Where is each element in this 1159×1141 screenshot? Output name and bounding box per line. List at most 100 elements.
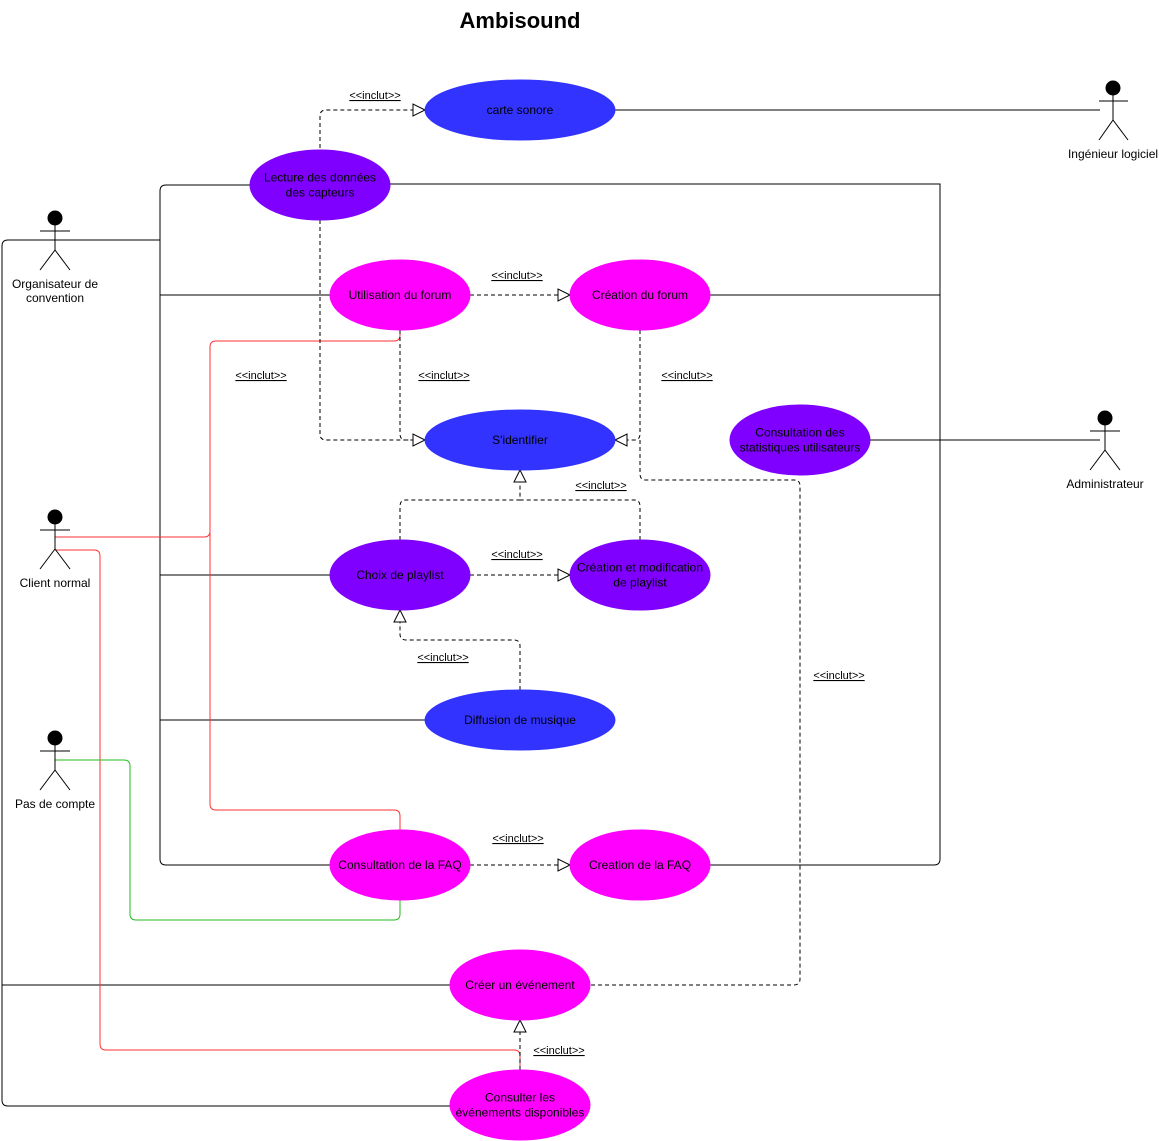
usecase-creation-forum[interactable]: Création du forum [569,259,711,331]
usecase-label: de playlist [613,576,667,590]
actor-label: Administrateur [1066,477,1143,491]
assoc-org-left [1,239,450,1107]
arrowhead-creation-faq [557,858,572,872]
actor-figure-icon [39,210,71,271]
actor-figure-icon [1089,410,1121,471]
usecase-creation-faq[interactable]: Creation de la FAQ [569,829,711,901]
incl-label-playlist: <<inclut>> [491,549,542,561]
incl-label-evenements: <<inclut>> [533,1045,584,1057]
actor-client-normal[interactable]: Client normal [20,509,91,590]
usecase-creer-evenement[interactable]: Créer un événement [449,949,591,1021]
incl-stats-path [590,440,801,986]
usecase-label: carte sonore [487,103,554,117]
usecase-carte-sonore[interactable]: carte sonore [424,79,616,141]
usecase-label: des capteurs [286,186,355,200]
actor-figure-icon [39,730,71,791]
usecase-label: Choix de playlist [356,568,444,582]
incl-playlist-identifier [399,482,521,540]
actor-figure-icon [1098,80,1129,141]
usecase-ellipse [729,404,871,476]
actor-label: Ingénieur logiciel [1068,147,1158,161]
incl-label-right: <<inclut>> [661,370,712,382]
usecase-label: Consulter les [485,1091,555,1105]
usecase-ellipse [569,259,711,331]
usecase-ellipse [569,829,711,901]
arrowhead-creer [513,1018,527,1033]
usecase-choix-playlist[interactable]: Choix de playlist [329,539,471,611]
incl-label-left: <<inclut>> [235,370,286,382]
diagram-title: Ambisound [460,8,581,33]
incl-label-carte: <<inclut>> [349,90,400,102]
usecase-label: Créer un événement [465,978,575,992]
usecase-ellipse [424,689,616,751]
incl-label-forum: <<inclut>> [491,270,542,282]
usecase-label: Utilisation du forum [349,288,452,302]
arrowhead-identifier-left [412,433,427,447]
association-lines [1,109,1100,1107]
incl-label-diffusion: <<inclut>> [417,652,468,664]
incl-label-faq: <<inclut>> [492,833,543,845]
actor-label-line1: Organisateur de [12,277,98,291]
usecase-ellipse [424,79,616,141]
assoc-lecture-right [390,183,941,866]
actor-administrateur[interactable]: Administrateur [1066,410,1144,491]
usecase-ellipse [424,409,616,471]
usecase-label: Diffusion de musique [464,713,576,727]
usecase-ellipse [329,259,471,331]
arrowhead-creation-forum [557,288,572,302]
usecase-label: Création et modification [577,561,703,575]
include-labels: <<inclut>> <<inclut>> <<inclut>> <<inclu… [235,90,864,1057]
actor-ingenieur-logiciel[interactable]: Ingénieur logiciel [1068,80,1158,161]
usecase-label: Création du forum [592,288,688,302]
usecase-label: Consultation des [755,426,844,440]
actor-figure-icon [39,509,71,570]
incl-label-identifier-bottom: <<inclut>> [575,480,626,492]
include-lines [319,103,801,1070]
usecase-ellipse [329,539,471,611]
usecase-diffusion-musique[interactable]: Diffusion de musique [424,689,616,751]
assoc-client-faq [209,531,401,830]
assoc-organisateur-box [159,184,330,866]
usecase-label: statistiques utilisateurs [740,441,861,455]
actor-label-line2: convention [26,291,84,305]
assoc-pasdecompte-faq [55,759,401,921]
incl-creationplaylist-identifier [520,499,641,540]
incl-lecture-identifier [319,220,414,441]
usecase-ellipse [449,949,591,1021]
arrowhead-carte [412,103,427,117]
incl-creationforum-identifier [627,330,641,441]
usecase-ellipse [449,1069,591,1141]
usecase-ellipse [249,149,391,221]
usecase-label: S'identifier [492,433,548,447]
usecase-label: Consultation de la FAQ [338,858,461,872]
assoc-client-evenements [55,549,521,1070]
actor-organisateur[interactable]: Organisateur de convention [12,210,98,305]
usecase-label: Creation de la FAQ [589,858,691,872]
arrowhead-playlist [393,608,407,623]
incl-diffusion-playlist [399,622,521,690]
incl-forum-identifier [399,330,414,441]
incl-label-stats: <<inclut>> [813,670,864,682]
usecase-consultation-faq[interactable]: Consultation de la FAQ [329,829,471,901]
assoc-client-forum [55,330,401,538]
usecase-label: Lecture des données [264,171,376,185]
actor-label: Pas de compte [15,797,95,811]
arrowhead-creation-playlist [557,568,572,582]
usecase-ellipse [569,539,711,611]
incl-lecture-carte [319,109,414,155]
usecase-label: événements disponibles [456,1106,585,1120]
arrowhead-identifier-bottom [513,468,527,483]
usecase-ellipse [329,829,471,901]
usecase-utilisation-forum[interactable]: Utilisation du forum [329,259,471,331]
incl-label-middle: <<inclut>> [418,370,469,382]
usecase-s-identifier[interactable]: S'identifier [424,409,616,471]
actor-label: Client normal [20,576,91,590]
arrowhead-identifier-right [613,433,628,447]
actor-pas-de-compte[interactable]: Pas de compte [15,730,95,811]
